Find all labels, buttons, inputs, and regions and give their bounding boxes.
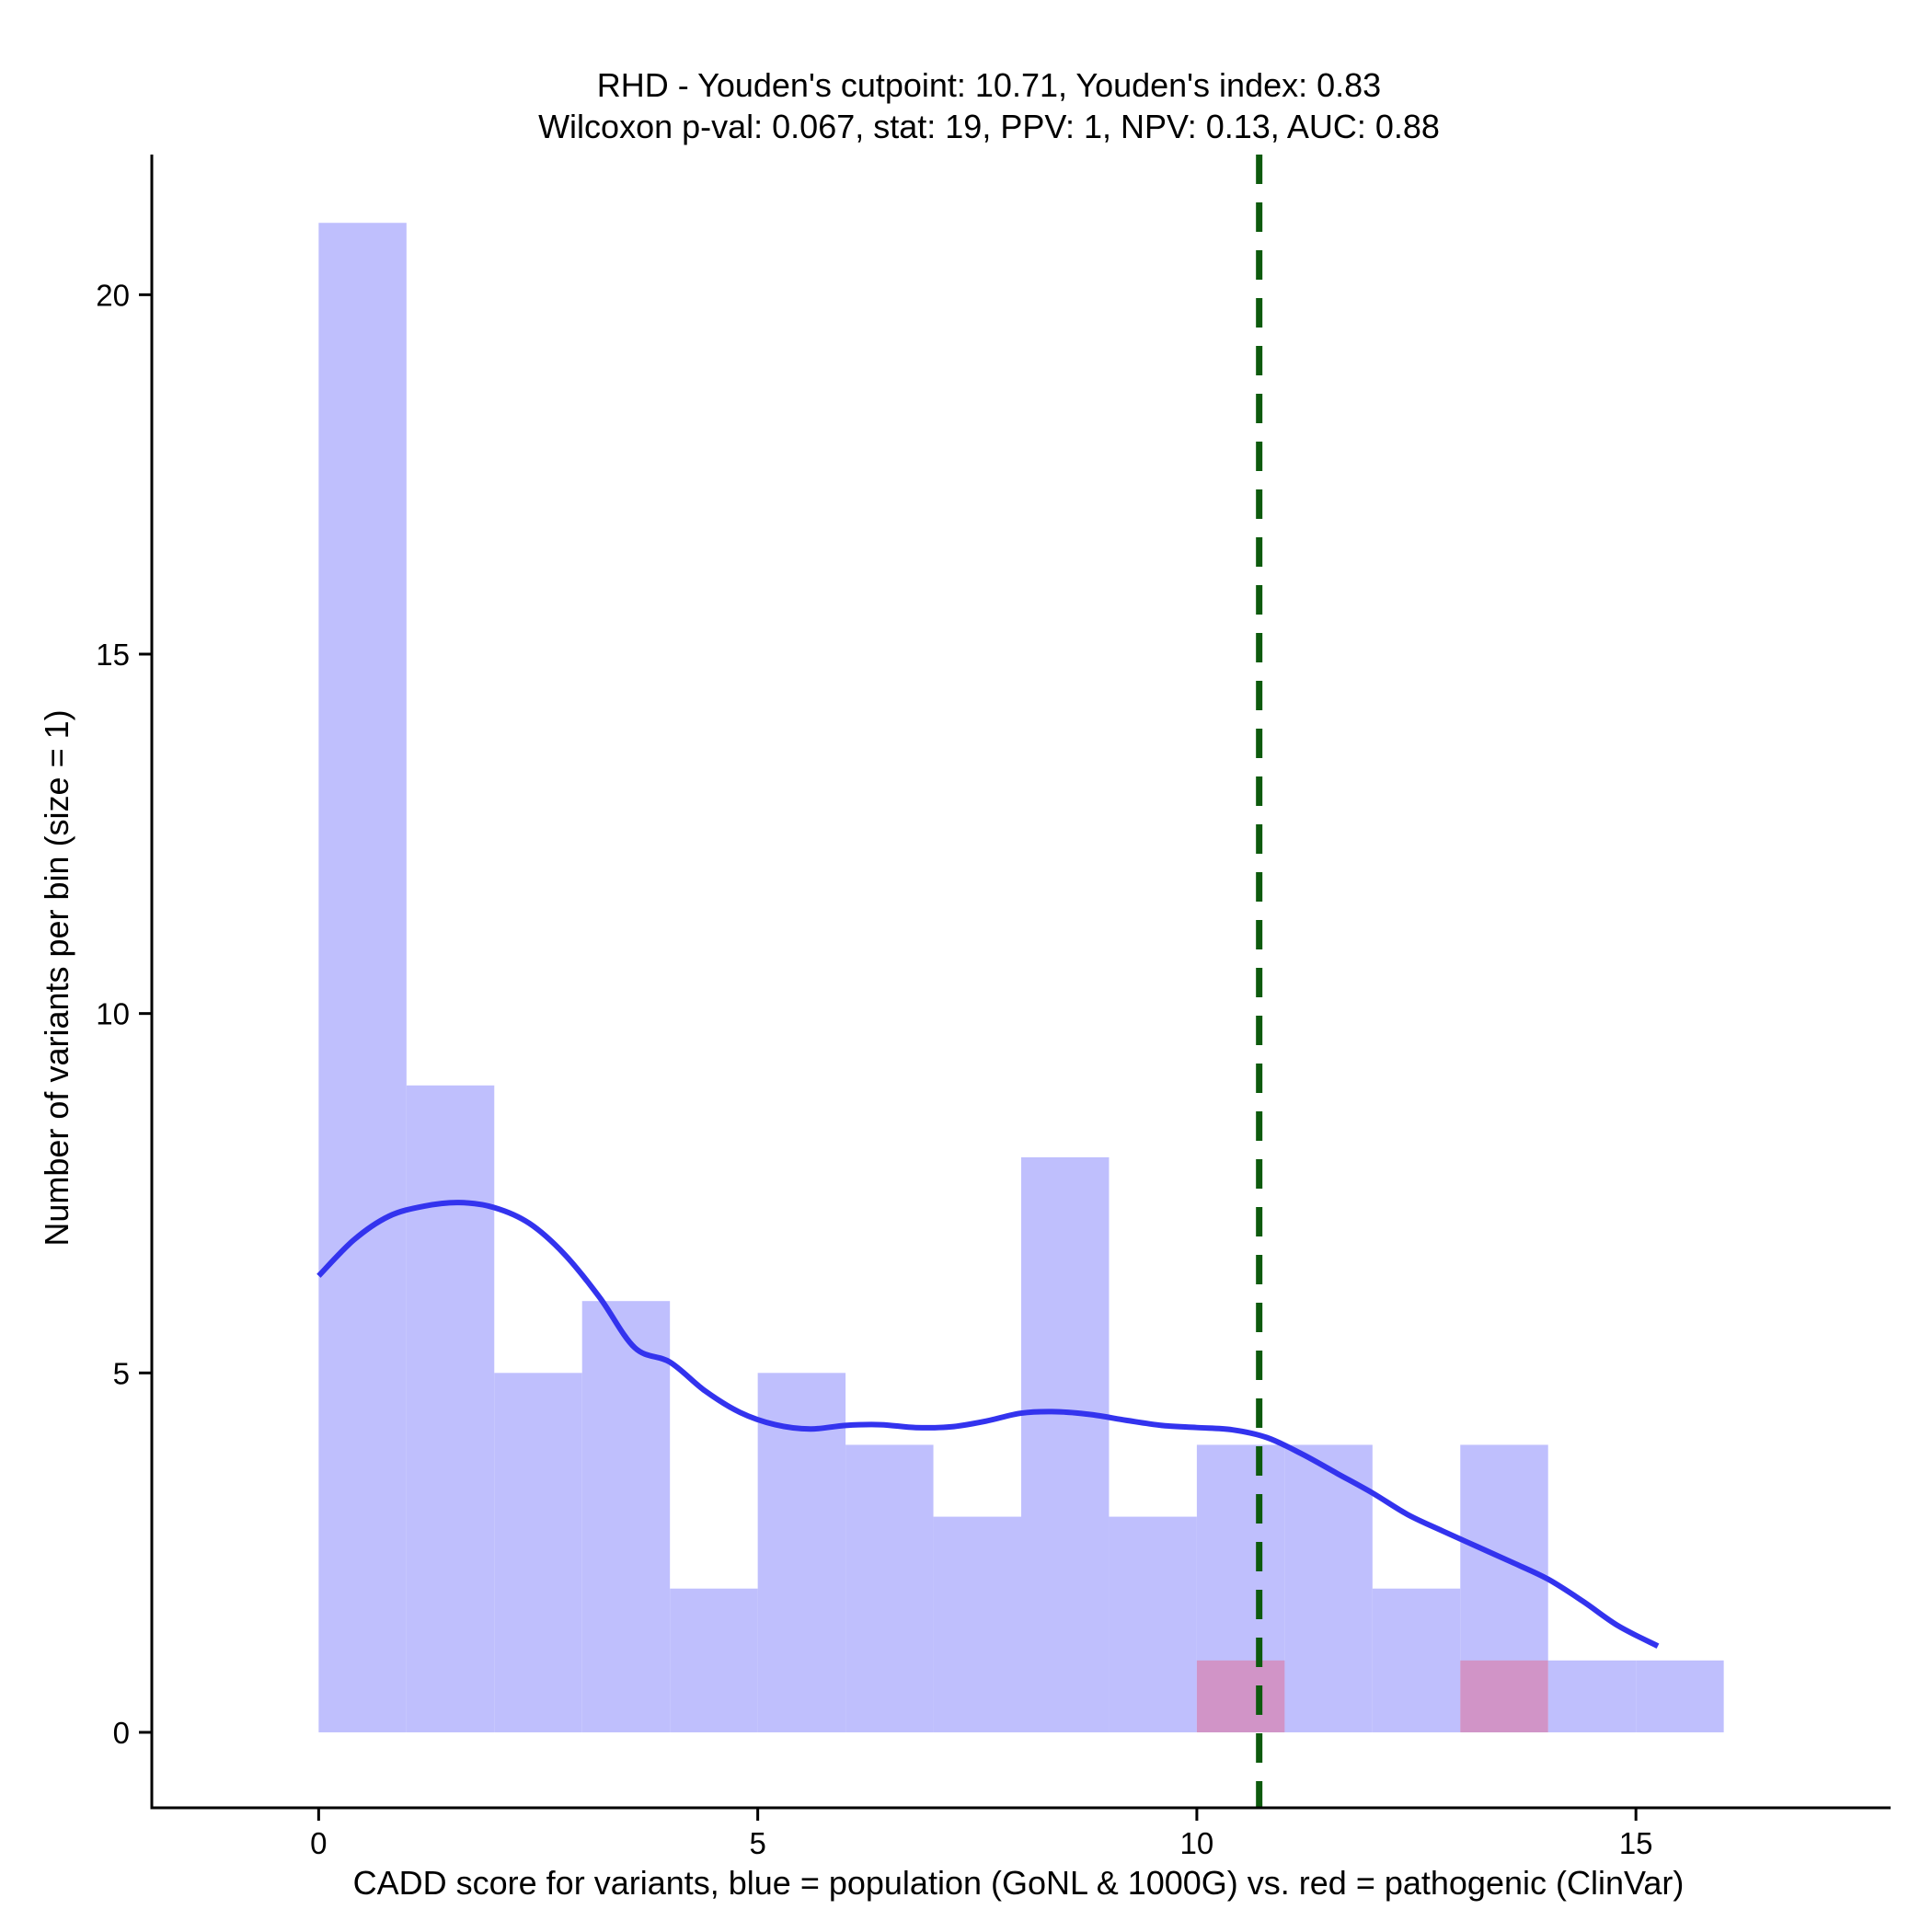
population-bars xyxy=(318,223,1724,1732)
population-density-curve xyxy=(316,1200,1660,1649)
x-tick-label: 15 xyxy=(1619,1826,1653,1860)
pathogenic-bars xyxy=(1196,1660,1548,1732)
population-bar-12 xyxy=(1372,1588,1461,1732)
y-tick-label: 20 xyxy=(96,278,130,312)
y-tick-label: 5 xyxy=(113,1356,130,1390)
chart-title-line-2: Wilcoxon p-val: 0.067, stat: 19, PPV: 1,… xyxy=(538,108,1440,145)
y-tick-label: 15 xyxy=(96,638,130,672)
y-tick-label: 10 xyxy=(96,997,130,1031)
x-tick-label: 5 xyxy=(749,1826,765,1860)
population-bar-3 xyxy=(581,1301,671,1732)
x-tick-label: 10 xyxy=(1180,1826,1214,1860)
population-bar-7 xyxy=(933,1516,1021,1732)
population-bar-2 xyxy=(494,1373,582,1732)
population-bar-15 xyxy=(1636,1660,1724,1732)
x-tick-label: 0 xyxy=(310,1826,327,1860)
population-bar-11 xyxy=(1284,1444,1373,1732)
population-bar-6 xyxy=(845,1444,934,1732)
population-bar-5 xyxy=(757,1373,846,1732)
chart-title-line-1: RHD - Youden's cutpoint: 10.71, Youden's… xyxy=(597,66,1381,104)
pathogenic-bar-10 xyxy=(1196,1660,1285,1732)
y-axis-ticks: 0 5 10 15 20 xyxy=(96,278,152,1750)
population-bar-1 xyxy=(406,1085,495,1732)
population-bar-4 xyxy=(670,1588,758,1732)
population-bar-0 xyxy=(318,223,407,1732)
y-axis-label: Number of variants per bin (size = 1) xyxy=(38,709,75,1246)
y-tick-label: 0 xyxy=(113,1716,130,1750)
x-axis-ticks: 0 5 10 15 xyxy=(310,1808,1653,1860)
x-axis-label: CADD score for variants, blue = populati… xyxy=(353,1864,1685,1902)
population-bar-9 xyxy=(1109,1516,1197,1732)
population-bar-8 xyxy=(1021,1156,1110,1732)
pathogenic-bar-13 xyxy=(1460,1660,1548,1732)
population-bar-14 xyxy=(1547,1660,1637,1732)
